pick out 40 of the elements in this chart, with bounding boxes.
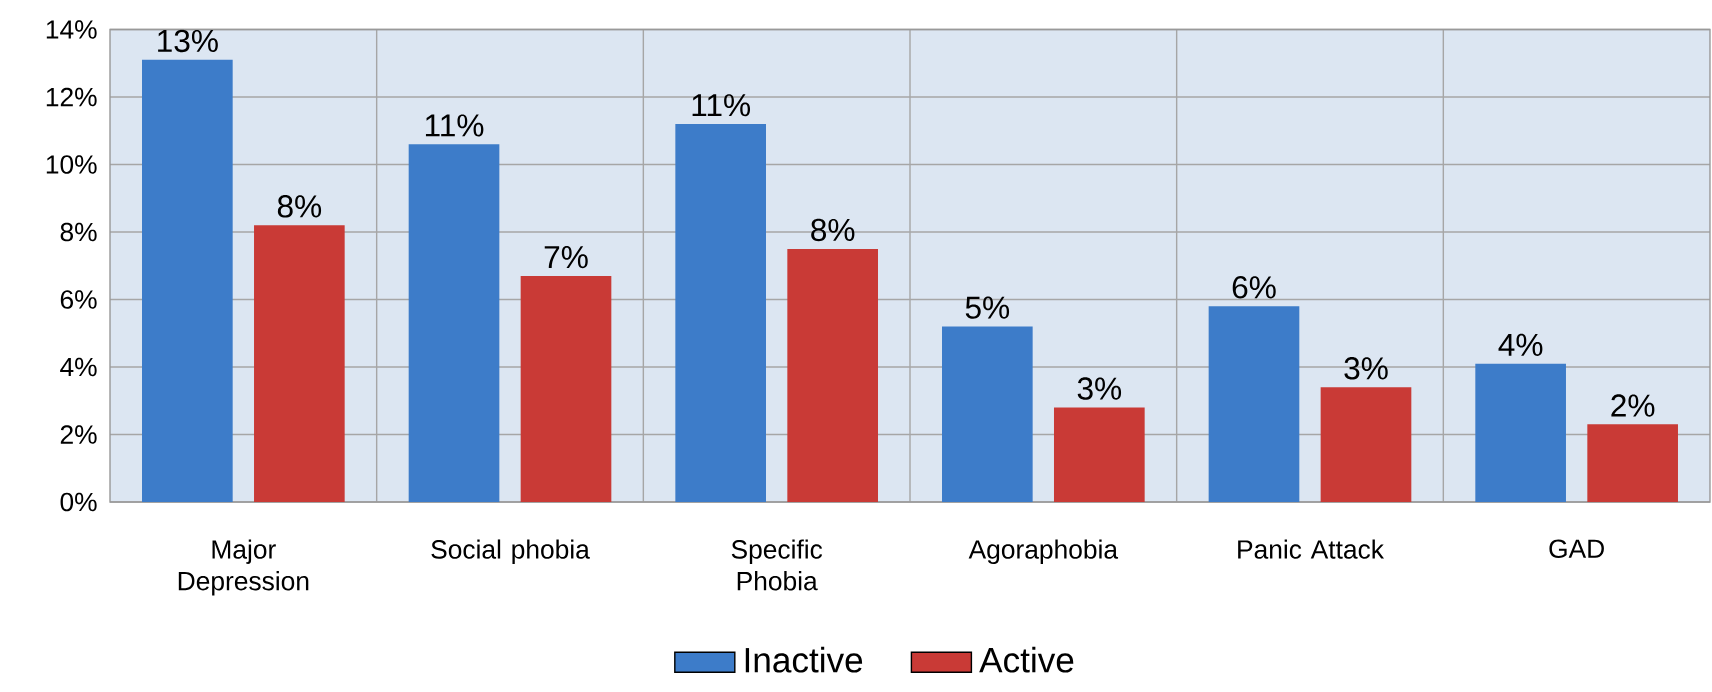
bar	[1475, 363, 1566, 503]
bar	[1587, 424, 1678, 503]
y-tick-label: 6%	[60, 290, 97, 310]
x-tick-label: GAD	[1549, 539, 1604, 559]
y-tick-label: 10%	[46, 155, 97, 175]
data-label: 4%	[1498, 333, 1543, 357]
bar	[675, 124, 766, 503]
y-tick-label: 4%	[60, 357, 97, 377]
x-tick-label: Agoraphobia	[968, 539, 1119, 565]
y-tick-label: 2%	[60, 425, 97, 444]
bar	[1320, 387, 1412, 503]
data-label: 3%	[1077, 377, 1122, 400]
data-label: 13%	[158, 29, 218, 53]
bar	[408, 144, 500, 503]
data-label: 11%	[425, 114, 484, 137]
bar	[1208, 306, 1300, 503]
data-label: 7%	[544, 246, 588, 269]
bar	[254, 225, 345, 503]
bar	[520, 276, 612, 503]
bar	[942, 326, 1033, 503]
data-label: 8%	[811, 218, 855, 242]
data-label: 2%	[1611, 394, 1655, 417]
legend-label: Active	[979, 647, 1074, 673]
data-label: 11%	[692, 94, 751, 117]
data-label: 5%	[965, 296, 1010, 319]
data-label: 3%	[1344, 357, 1388, 380]
bar	[1053, 407, 1145, 503]
x-tick-label: Social phobia	[431, 539, 590, 565]
y-tick-label: 8%	[60, 222, 97, 242]
y-tick-label: 12%	[46, 87, 97, 107]
x-tick-label: Specific Phobia	[731, 539, 823, 591]
legend-label: Inactive	[745, 647, 863, 673]
y-tick-label: 0%	[60, 492, 97, 512]
x-tick-label: Panic Attack	[1238, 539, 1385, 559]
bar	[142, 60, 233, 503]
bar	[787, 249, 879, 503]
data-label: 6%	[1232, 276, 1276, 299]
data-label: 8%	[277, 195, 322, 218]
x-tick-label: Major Depression	[178, 539, 309, 596]
y-tick-label: 14%	[46, 20, 97, 39]
